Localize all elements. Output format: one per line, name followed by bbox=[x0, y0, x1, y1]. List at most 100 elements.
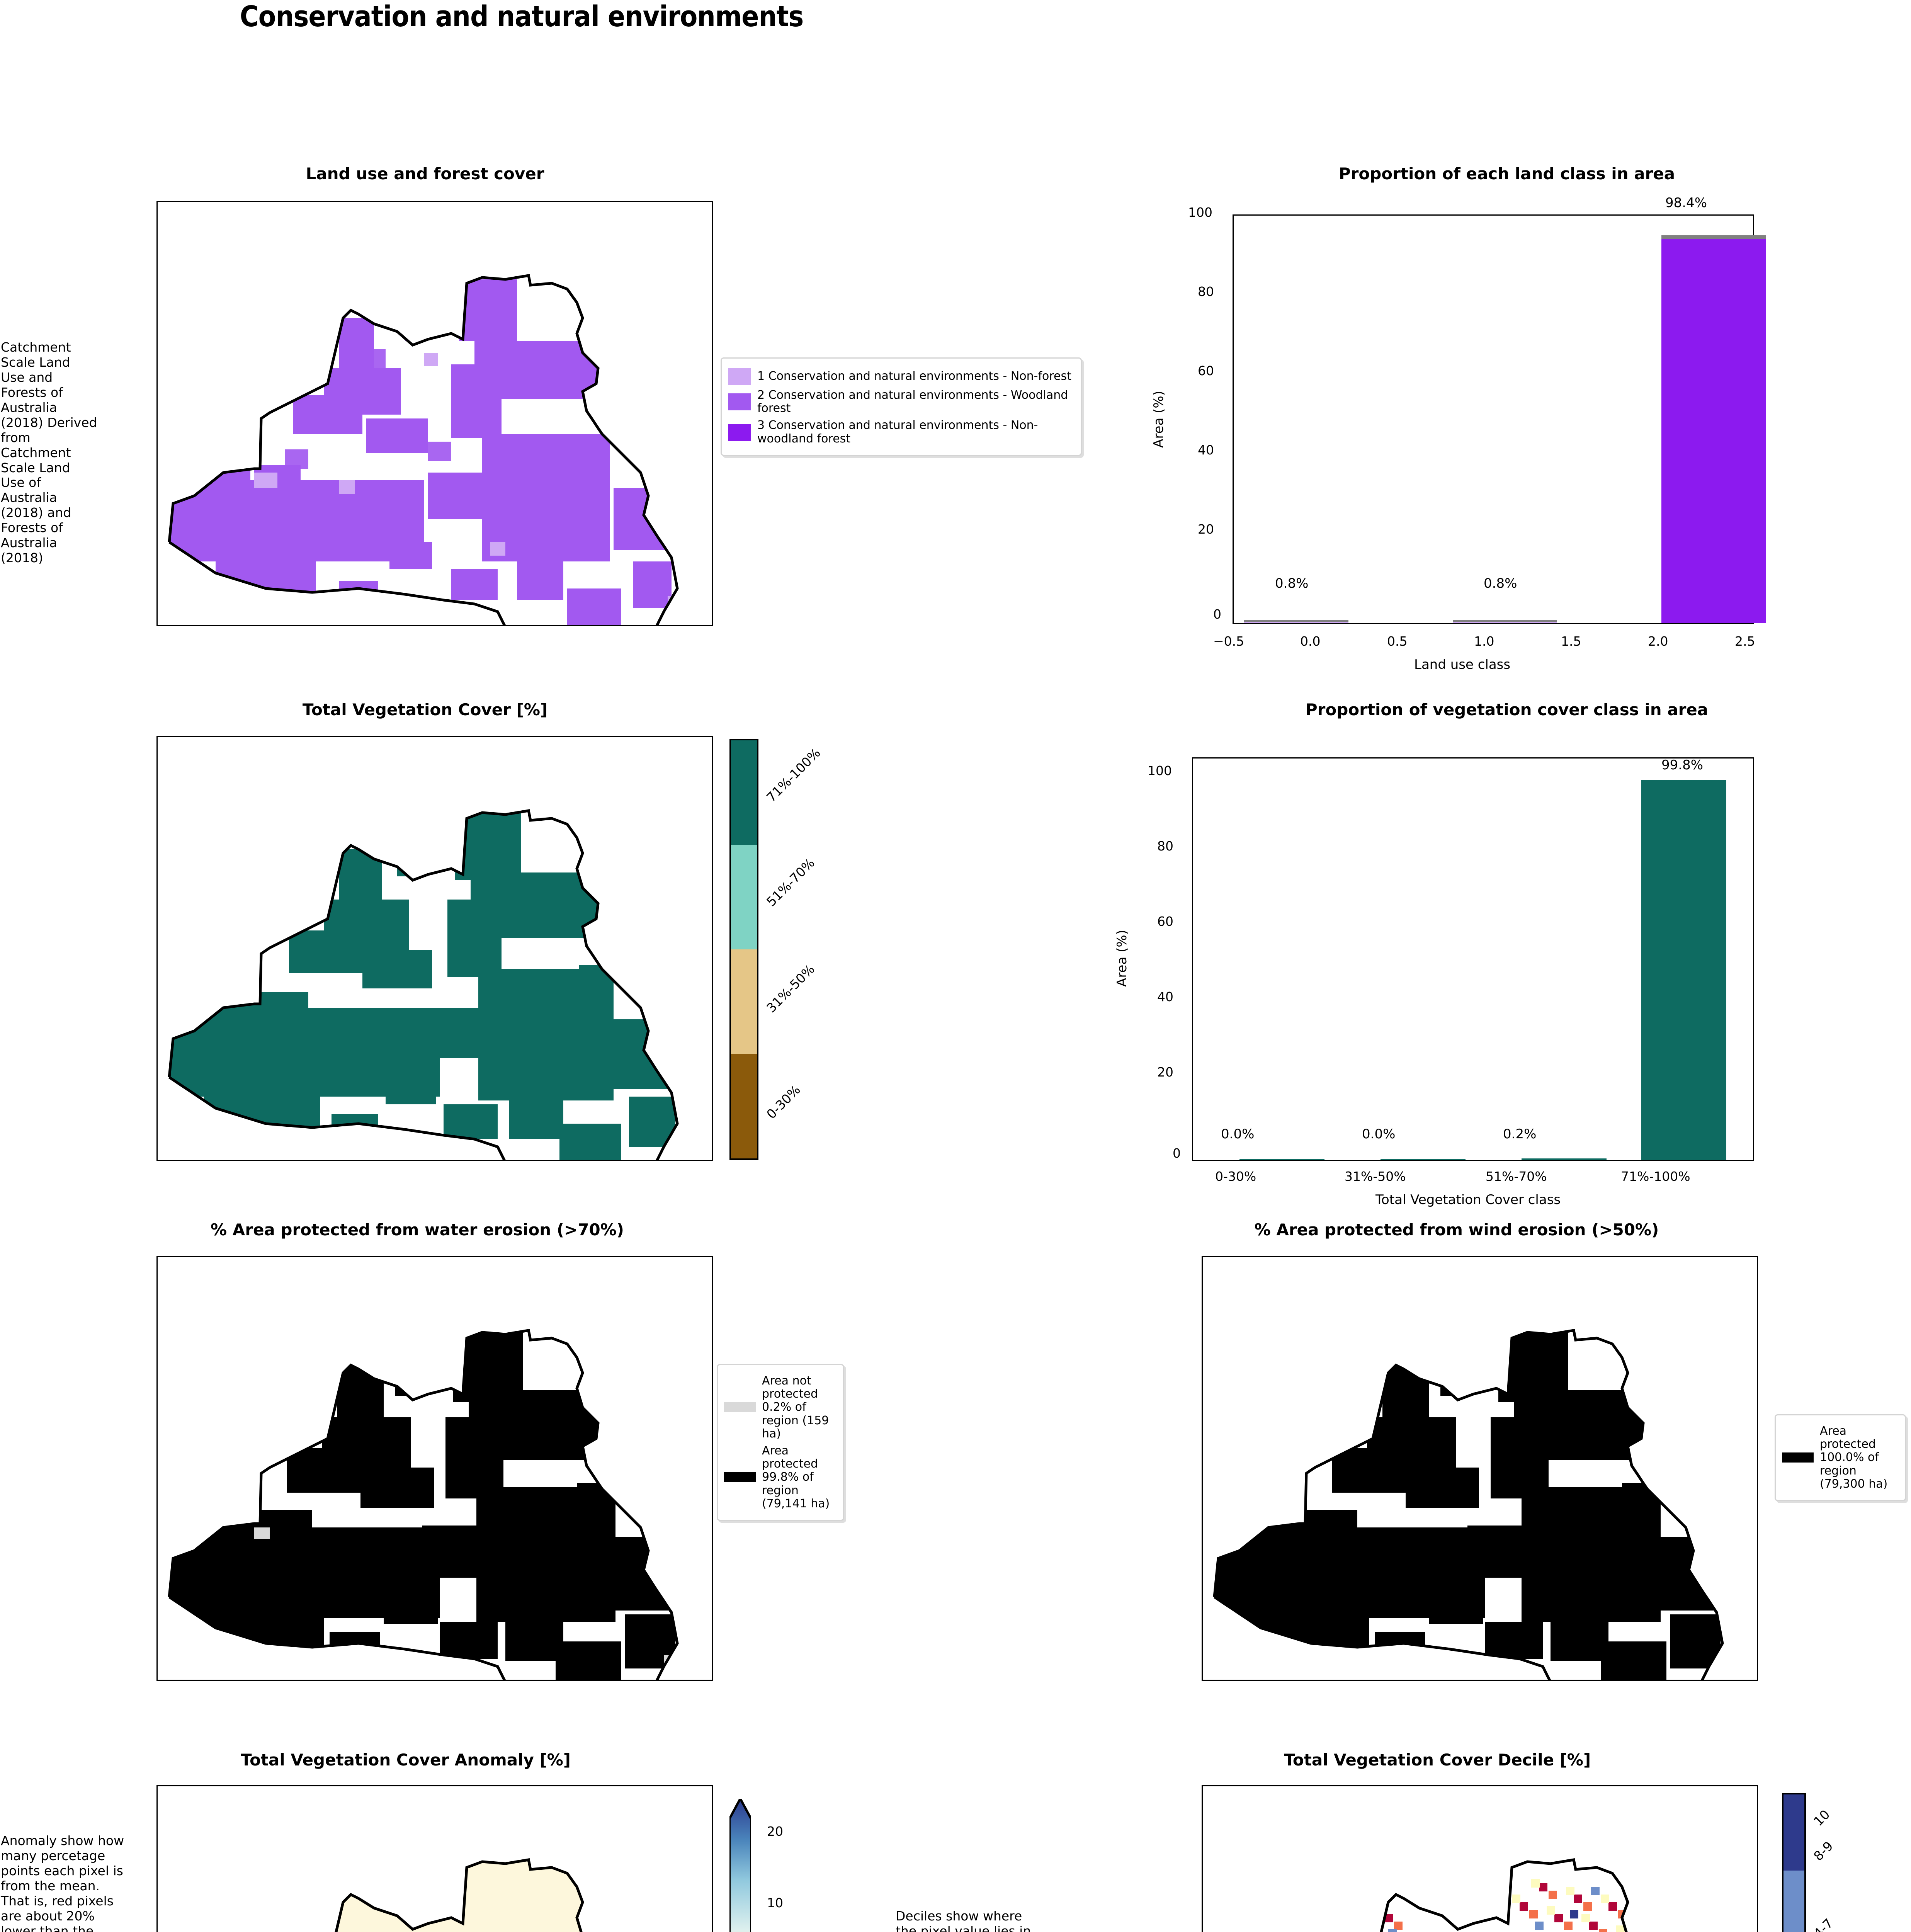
land-use-map[interactable] bbox=[156, 201, 713, 626]
legend-label: Area protected 100.0% of region (79,300 … bbox=[1820, 1424, 1888, 1491]
decile-colorbar bbox=[1782, 1793, 1806, 1932]
anomaly-map[interactable] bbox=[156, 1785, 713, 1932]
ytick-veg-20: 20 bbox=[1157, 1065, 1173, 1080]
xtick-2.5: 2.5 bbox=[1735, 634, 1755, 649]
water-erosion-map-svg bbox=[168, 1328, 679, 1680]
ytick-veg-60: 60 bbox=[1157, 914, 1173, 929]
land-use-map-title: Land use and forest cover bbox=[306, 164, 544, 183]
bar-veg-0-30 bbox=[1239, 1159, 1324, 1160]
legend-label: 2 Conservation and natural environments … bbox=[757, 388, 1068, 415]
ytick-80: 80 bbox=[1198, 284, 1214, 299]
water-erosion-legend: Area not protected 0.2% of region (159 h… bbox=[717, 1364, 844, 1521]
legend-label: Area not protected 0.2% of region (159 h… bbox=[762, 1374, 829, 1440]
veg-class-bar-xlabel: Total Vegetation Cover class bbox=[1375, 1192, 1561, 1208]
xtick--0.5: −0.5 bbox=[1213, 634, 1245, 649]
anomaly-tick-10: 10 bbox=[767, 1895, 783, 1910]
cbseg-decile-8-9 bbox=[1783, 1870, 1804, 1932]
veg-cover-map-svg bbox=[168, 809, 679, 1160]
legend-item: 3 Conservation and natural environments … bbox=[728, 419, 1075, 445]
legend-swatch-protected bbox=[724, 1472, 756, 1483]
cbseg-51-70 bbox=[731, 845, 757, 949]
land-class-bar-axes[interactable] bbox=[1233, 214, 1766, 624]
bar-veg-31-50 bbox=[1381, 1159, 1466, 1160]
legend-item: Area not protected 0.2% of region (159 h… bbox=[724, 1374, 837, 1440]
cbseg-0-30 bbox=[731, 1054, 757, 1158]
decile-map[interactable] bbox=[1202, 1785, 1758, 1932]
page-title: Conservation and natural environments bbox=[240, 0, 804, 33]
decile-map-note: Deciles show where the pixel value lies … bbox=[896, 1908, 1031, 1932]
land-use-map-svg bbox=[168, 274, 679, 625]
water-erosion-map[interactable] bbox=[156, 1256, 713, 1681]
veg-cover-map[interactable] bbox=[156, 736, 713, 1161]
ytick-0: 0 bbox=[1213, 607, 1221, 622]
decile-map-title: Total Vegetation Cover Decile [%] bbox=[1284, 1750, 1591, 1769]
cblabel-decile-4-7: 4-7 bbox=[1811, 1915, 1836, 1932]
veg-class-bar-ylabel: Area (%) bbox=[1114, 930, 1130, 987]
bar-label-veg-31-50: 0.0% bbox=[1362, 1126, 1396, 1142]
legend-swatch-class2 bbox=[728, 393, 751, 411]
legend-label: Area protected 99.8% of region (79,141 h… bbox=[762, 1444, 830, 1510]
legend-item: 1 Conservation and natural environments … bbox=[728, 368, 1075, 385]
veg-class-bar-axes[interactable] bbox=[1192, 757, 1754, 1161]
xtick-0.0: 0.0 bbox=[1300, 634, 1321, 649]
xtick-veg-71-100: 71%-100% bbox=[1621, 1169, 1690, 1184]
cbseg-decile-10 bbox=[1783, 1794, 1804, 1871]
cblabel-71-100: 71%-100% bbox=[763, 745, 823, 805]
bar-label-veg-0-30: 0.0% bbox=[1221, 1126, 1255, 1142]
anomaly-colorbar-svg bbox=[729, 1799, 751, 1932]
bar-label-veg-51-70: 0.2% bbox=[1503, 1126, 1537, 1142]
anomaly-colorbar bbox=[729, 1799, 751, 1932]
bar-class-2 bbox=[1661, 235, 1766, 623]
bar-class-1 bbox=[1453, 620, 1557, 623]
ytick-100: 100 bbox=[1188, 205, 1212, 220]
cbseg-71-100 bbox=[731, 740, 757, 845]
legend-item: Area protected 100.0% of region (79,300 … bbox=[1782, 1424, 1899, 1491]
anomaly-map-svg bbox=[169, 1858, 677, 1932]
cblabel-decile-10: 10 bbox=[1811, 1807, 1833, 1829]
ytick-veg-0: 0 bbox=[1173, 1146, 1181, 1161]
land-class-bar-xlabel: Land use class bbox=[1414, 657, 1511, 672]
veg-cover-map-title: Total Vegetation Cover [%] bbox=[302, 700, 548, 719]
land-class-bar-title: Proportion of each land class in area bbox=[1338, 164, 1675, 183]
anomaly-map-note: Anomaly show how many percetage points e… bbox=[1, 1833, 124, 1932]
ytick-60: 60 bbox=[1198, 363, 1214, 378]
xtick-1.5: 1.5 bbox=[1561, 634, 1581, 649]
cblabel-31-50: 31%-50% bbox=[763, 961, 818, 1016]
wind-erosion-map-title: % Area protected from wind erosion (>50%… bbox=[1254, 1220, 1659, 1239]
ytick-veg-40: 40 bbox=[1157, 989, 1173, 1004]
wind-erosion-map-svg bbox=[1213, 1328, 1724, 1680]
xtick-0.5: 0.5 bbox=[1387, 634, 1408, 649]
wind-erosion-legend: Area protected 100.0% of region (79,300 … bbox=[1775, 1414, 1906, 1501]
ytick-20: 20 bbox=[1198, 522, 1214, 537]
legend-item: 2 Conservation and natural environments … bbox=[728, 388, 1075, 415]
cblabel-decile-8-9: 8-9 bbox=[1811, 1838, 1836, 1864]
bar-class-0 bbox=[1244, 620, 1348, 623]
cblabel-51-70: 51%-70% bbox=[763, 855, 818, 910]
bar-label-veg-71-100: 99.8% bbox=[1661, 757, 1704, 773]
decile-map-svg bbox=[1214, 1858, 1722, 1932]
land-use-map-note: Catchment Scale Land Use and Forests of … bbox=[1, 340, 97, 566]
xtick-veg-0-30: 0-30% bbox=[1215, 1169, 1256, 1184]
bar-label-class-1: 0.8% bbox=[1484, 576, 1517, 591]
xtick-veg-51-70: 51%-70% bbox=[1486, 1169, 1547, 1184]
legend-item: Area protected 99.8% of region (79,141 h… bbox=[724, 1444, 837, 1510]
cblabel-0-30: 0-30% bbox=[763, 1082, 803, 1122]
bar-veg-51-70 bbox=[1522, 1158, 1607, 1160]
legend-swatch-protected bbox=[1782, 1452, 1814, 1463]
wind-erosion-map[interactable] bbox=[1202, 1256, 1758, 1681]
legend-label: 1 Conservation and natural environments … bbox=[757, 369, 1071, 383]
land-use-legend: 1 Conservation and natural environments … bbox=[721, 357, 1082, 456]
xtick-veg-31-50: 31%-50% bbox=[1345, 1169, 1406, 1184]
bar-veg-71-100 bbox=[1641, 780, 1726, 1160]
xtick-2.0: 2.0 bbox=[1648, 634, 1668, 649]
veg-class-bar-title: Proportion of vegetation cover class in … bbox=[1305, 700, 1709, 719]
legend-label: 3 Conservation and natural environments … bbox=[757, 418, 1038, 446]
water-erosion-map-title: % Area protected from water erosion (>70… bbox=[211, 1220, 624, 1239]
anomaly-map-title: Total Vegetation Cover Anomaly [%] bbox=[241, 1750, 571, 1769]
ytick-veg-80: 80 bbox=[1157, 838, 1173, 854]
legend-swatch-class1 bbox=[728, 368, 751, 385]
legend-swatch-class3 bbox=[728, 423, 751, 441]
veg-cover-colorbar bbox=[729, 739, 758, 1160]
legend-swatch-not-protected bbox=[724, 1402, 756, 1413]
cbseg-31-50 bbox=[731, 949, 757, 1054]
